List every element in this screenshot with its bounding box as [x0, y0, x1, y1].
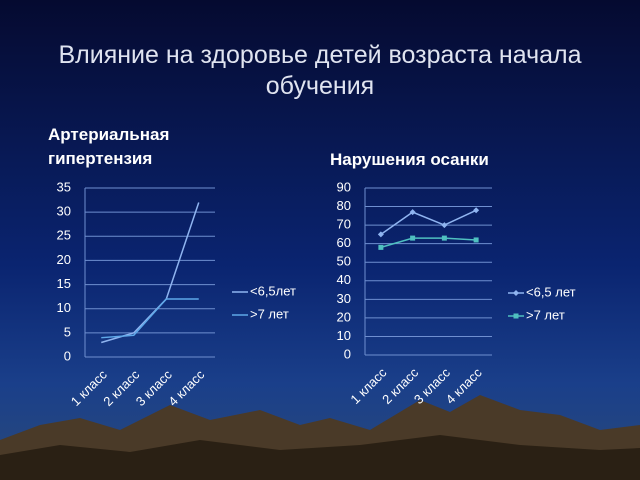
x-tick-label: 4 класс	[165, 367, 207, 409]
y-tick-label: 20	[337, 309, 351, 324]
y-tick-label: 25	[57, 228, 71, 243]
x-tick-label: 4 класс	[443, 365, 485, 407]
line	[380, 209, 477, 236]
y-tick-label: 30	[57, 204, 71, 219]
marker	[441, 222, 448, 229]
marker	[441, 235, 447, 241]
y-tick-label: 0	[64, 348, 71, 363]
marker	[513, 313, 519, 319]
marker	[378, 244, 384, 250]
y-tick-label: 30	[337, 291, 351, 306]
marker	[377, 231, 384, 238]
line	[380, 237, 477, 249]
marker	[409, 209, 416, 216]
y-tick-label: 60	[337, 235, 351, 250]
marker	[410, 235, 416, 241]
slide-title: Влияние на здоровье детей возраста начал…	[58, 41, 582, 100]
chart-title: Нарушения осанки	[330, 150, 489, 169]
y-tick-label: 10	[337, 328, 351, 343]
legend-label: <6,5 лет	[526, 284, 576, 299]
y-tick-label: 15	[57, 276, 71, 291]
y-tick-label: 35	[57, 179, 71, 194]
y-tick-label: 80	[337, 198, 351, 213]
legend-label: >7 лет	[250, 306, 289, 321]
marker	[473, 237, 479, 243]
chart-title: Артериальная гипертензия	[48, 125, 170, 168]
y-tick-label: 0	[344, 346, 351, 361]
line	[101, 298, 199, 339]
y-tick-label: 90	[337, 179, 351, 194]
y-tick-label: 10	[57, 300, 71, 315]
mountain-shadow	[0, 435, 640, 480]
y-tick-label: 50	[337, 254, 351, 269]
y-tick-label: 20	[57, 252, 71, 267]
marker	[513, 290, 519, 296]
y-tick-label: 70	[337, 217, 351, 232]
line	[101, 202, 200, 344]
y-tick-label: 40	[337, 272, 351, 287]
marker	[473, 207, 480, 214]
legend-label: >7 лет	[526, 307, 565, 322]
y-tick-label: 5	[64, 324, 71, 339]
legend-label: <6,5лет	[250, 283, 296, 298]
